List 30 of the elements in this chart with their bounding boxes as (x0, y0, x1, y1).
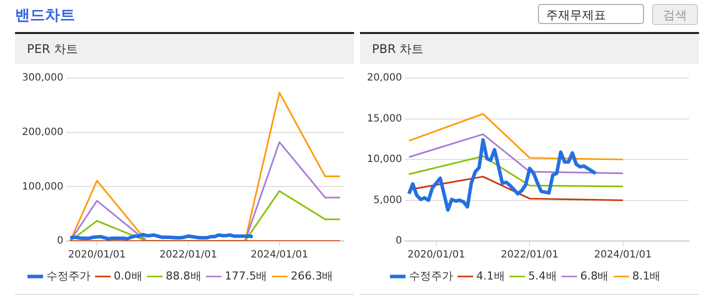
legend-label: 8.1배 (632, 269, 661, 282)
legend-label: 266.3배 (290, 269, 334, 282)
x-tick-label: 2020/01/01 (68, 250, 126, 261)
legend-label: 수정주가 (408, 269, 453, 282)
legend-label: 6.8배 (580, 269, 609, 282)
x-tick-label: 2022/01/01 (500, 250, 559, 261)
y-tick-label: 300,000 (22, 72, 64, 84)
legend-label: 177.5배 (224, 269, 268, 282)
y-tick-label: 0 (56, 236, 64, 247)
y-tick-label: 100,000 (22, 181, 64, 192)
legend-label: 5.4배 (528, 269, 557, 282)
chart-title: PER 차트 (15, 34, 354, 64)
y-tick-label: 10,000 (366, 154, 402, 166)
legend-label: 88.8배 (166, 269, 202, 282)
legend-label: 0.0배 (114, 269, 142, 282)
chart-title: PBR 차트 (360, 34, 699, 64)
text: 밴드차트 (15, 6, 75, 25)
y-tick-label: 20,000 (366, 72, 402, 84)
legend-label: 수정주가 (46, 269, 90, 282)
y-tick-label: 5,000 (373, 194, 402, 206)
x-tick-label: 2024/01/01 (594, 250, 652, 261)
text: 주재무제표 (538, 4, 644, 24)
y-tick-label: 200,000 (22, 126, 64, 138)
legend-label: 4.1배 (476, 269, 505, 282)
y-tick-label: 0 (396, 236, 402, 247)
x-tick-label: 2024/01/01 (250, 250, 308, 261)
x-tick-label: 2022/01/01 (159, 250, 218, 261)
y-tick-label: 15,000 (366, 113, 402, 124)
text: 검색 (652, 4, 698, 25)
x-tick-label: 2020/01/01 (407, 250, 466, 261)
